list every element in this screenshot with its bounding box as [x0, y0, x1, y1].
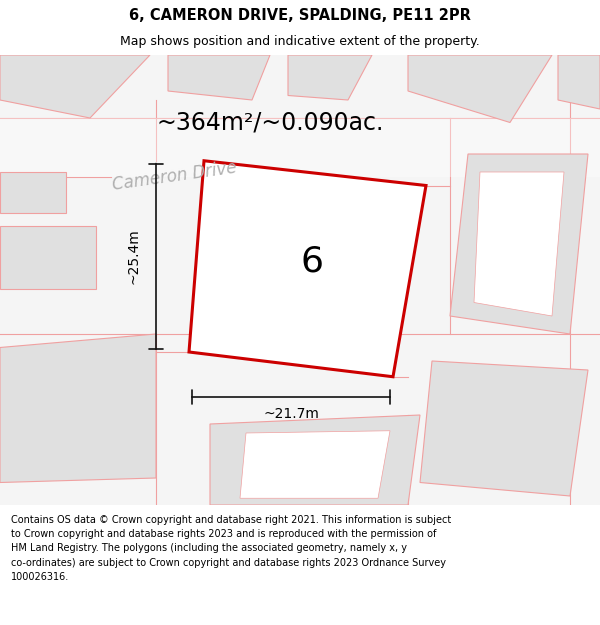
Text: Map shows position and indicative extent of the property.: Map shows position and indicative extent… [120, 35, 480, 48]
Polygon shape [0, 226, 96, 289]
Text: Contains OS data © Crown copyright and database right 2021. This information is : Contains OS data © Crown copyright and d… [11, 514, 451, 582]
Polygon shape [0, 55, 150, 118]
Polygon shape [210, 415, 420, 505]
Text: ~21.7m: ~21.7m [263, 407, 319, 421]
Text: ~364m²/~0.090ac.: ~364m²/~0.090ac. [157, 111, 383, 134]
Polygon shape [288, 55, 372, 100]
Polygon shape [240, 431, 390, 498]
Polygon shape [189, 161, 426, 377]
Text: 6: 6 [301, 245, 323, 279]
Polygon shape [450, 154, 588, 334]
Polygon shape [474, 172, 564, 316]
Polygon shape [558, 55, 600, 109]
Polygon shape [168, 55, 270, 100]
Polygon shape [0, 118, 600, 176]
Polygon shape [231, 201, 375, 334]
Polygon shape [408, 55, 552, 123]
Polygon shape [0, 172, 66, 212]
Text: 6, CAMERON DRIVE, SPALDING, PE11 2PR: 6, CAMERON DRIVE, SPALDING, PE11 2PR [129, 8, 471, 23]
Polygon shape [0, 334, 156, 482]
Polygon shape [420, 361, 588, 496]
Text: Cameron Drive: Cameron Drive [111, 159, 238, 194]
Text: ~25.4m: ~25.4m [126, 229, 140, 284]
